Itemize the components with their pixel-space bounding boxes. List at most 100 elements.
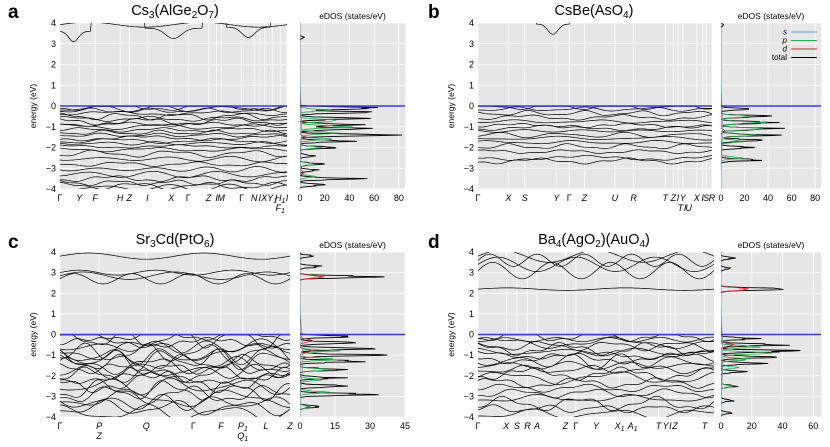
kpoint-label: Z xyxy=(562,421,569,431)
y-tick-label: 0 xyxy=(51,101,56,111)
y-tick-label: 4 xyxy=(469,18,474,28)
y-tick-label: 1 xyxy=(469,309,474,319)
conduction-band xyxy=(144,23,203,39)
dos-x-tick-label: 0 xyxy=(718,421,723,431)
kpoint-label: Γ xyxy=(476,421,481,431)
y-tick-label: 2 xyxy=(469,60,474,70)
valence-band xyxy=(60,348,290,366)
panel-title: CsBe(AsO4) xyxy=(555,3,634,21)
y-tick-label: 3 xyxy=(51,39,56,49)
kpoint-label-lower: T xyxy=(678,203,685,213)
valence-band xyxy=(60,362,290,375)
valence-band xyxy=(478,404,714,414)
dos-x-tick-label: 60 xyxy=(369,193,379,203)
kpoint-label: I xyxy=(669,421,672,431)
legend-label: d xyxy=(783,45,788,54)
valence-band xyxy=(478,408,714,417)
y-tick-label: 3 xyxy=(469,39,474,49)
valence-band xyxy=(478,341,714,352)
y-tick-label: −1 xyxy=(464,350,474,360)
valence-band xyxy=(60,144,287,149)
title-part: 3 xyxy=(150,239,156,250)
kpoint-label: A1 xyxy=(627,421,638,433)
valence-band xyxy=(60,135,287,142)
kpoint-label: Z xyxy=(125,193,132,203)
kpoint-label: Γ xyxy=(573,421,578,431)
title-part: Cs xyxy=(131,3,149,19)
title-part: (AlGe xyxy=(154,3,191,19)
dos-x-tick-label: 20 xyxy=(320,193,330,203)
valence-band xyxy=(60,107,287,114)
dos-x-tick-label: 40 xyxy=(344,193,354,203)
kpoint-label: I xyxy=(259,193,262,203)
kpoint-label: T xyxy=(702,421,709,431)
title-part: O xyxy=(197,3,208,19)
y-tick-label: −1 xyxy=(46,350,56,360)
kpoint-label-lower: U xyxy=(685,203,692,213)
conduction-band xyxy=(60,273,290,285)
dos-x-tick-label: 80 xyxy=(810,193,820,203)
kpoint-label: Γ xyxy=(186,193,191,203)
valence-band xyxy=(60,141,287,146)
dos-x-tick-label: 15 xyxy=(330,421,340,431)
valence-band xyxy=(60,166,287,173)
kpoint-label: T xyxy=(656,421,663,431)
title-part: 4 xyxy=(639,239,645,250)
kpoint-letter: Y xyxy=(267,193,274,203)
valence-band xyxy=(478,383,714,393)
kpoint-letter: H xyxy=(275,193,282,203)
kpoint-label: X xyxy=(502,421,510,431)
dos-x-tick-label: 0 xyxy=(718,193,723,203)
kpoint-label: F xyxy=(218,421,224,431)
valence-band xyxy=(60,354,290,369)
kpoint-label: H1 xyxy=(275,193,286,205)
legend-label: total xyxy=(772,53,787,62)
kpoint-label: X xyxy=(504,193,512,203)
y-tick-label: 1 xyxy=(469,80,474,90)
y-axis-label: energy (eV) xyxy=(446,312,456,357)
panel-title: Ba4(AgO2)(AuO4) xyxy=(538,232,650,250)
kpoint-label: R xyxy=(709,193,716,203)
y-tick-label: 4 xyxy=(51,247,56,257)
title-part: 6 xyxy=(204,239,210,250)
valence-band xyxy=(60,137,287,144)
valence-band xyxy=(60,377,290,396)
valence-band xyxy=(478,352,714,365)
y-tick-label: 4 xyxy=(51,18,56,28)
panel-title: Sr3Cd(PtO6) xyxy=(136,232,215,250)
valence-band xyxy=(60,336,290,349)
kpoint-label: Z xyxy=(671,421,678,431)
kpoint-label: S xyxy=(703,193,709,203)
kpoint-label: P xyxy=(96,421,102,431)
valence-band xyxy=(478,114,712,121)
valence-band xyxy=(60,175,287,182)
kpoint-letter: F xyxy=(275,203,281,213)
y-tick-label: 4 xyxy=(469,247,474,257)
valence-band xyxy=(478,347,714,357)
valence-band xyxy=(60,161,287,167)
kpoint-label: Y xyxy=(663,421,670,431)
valence-band xyxy=(60,179,287,186)
valence-band xyxy=(478,157,712,165)
valence-band xyxy=(60,371,290,394)
valence-band xyxy=(60,356,290,375)
kpoint-label: H xyxy=(117,193,124,203)
valence-band xyxy=(478,129,712,133)
valence-band xyxy=(478,140,712,145)
valence-band xyxy=(60,115,287,122)
kpoint-label: P1 xyxy=(238,421,248,433)
kpoint-label: T xyxy=(662,193,669,203)
conduction-band xyxy=(478,256,714,272)
title-part: ) xyxy=(210,232,215,248)
conduction-band xyxy=(60,23,287,28)
legend-label: s xyxy=(783,28,787,37)
y-tick-label: 2 xyxy=(469,288,474,298)
kpoint-label: X xyxy=(260,193,268,203)
y-tick-label: −3 xyxy=(46,391,56,401)
title-part: 3 xyxy=(149,10,155,21)
y-tick-label: −4 xyxy=(464,184,474,194)
valence-band xyxy=(60,127,287,133)
